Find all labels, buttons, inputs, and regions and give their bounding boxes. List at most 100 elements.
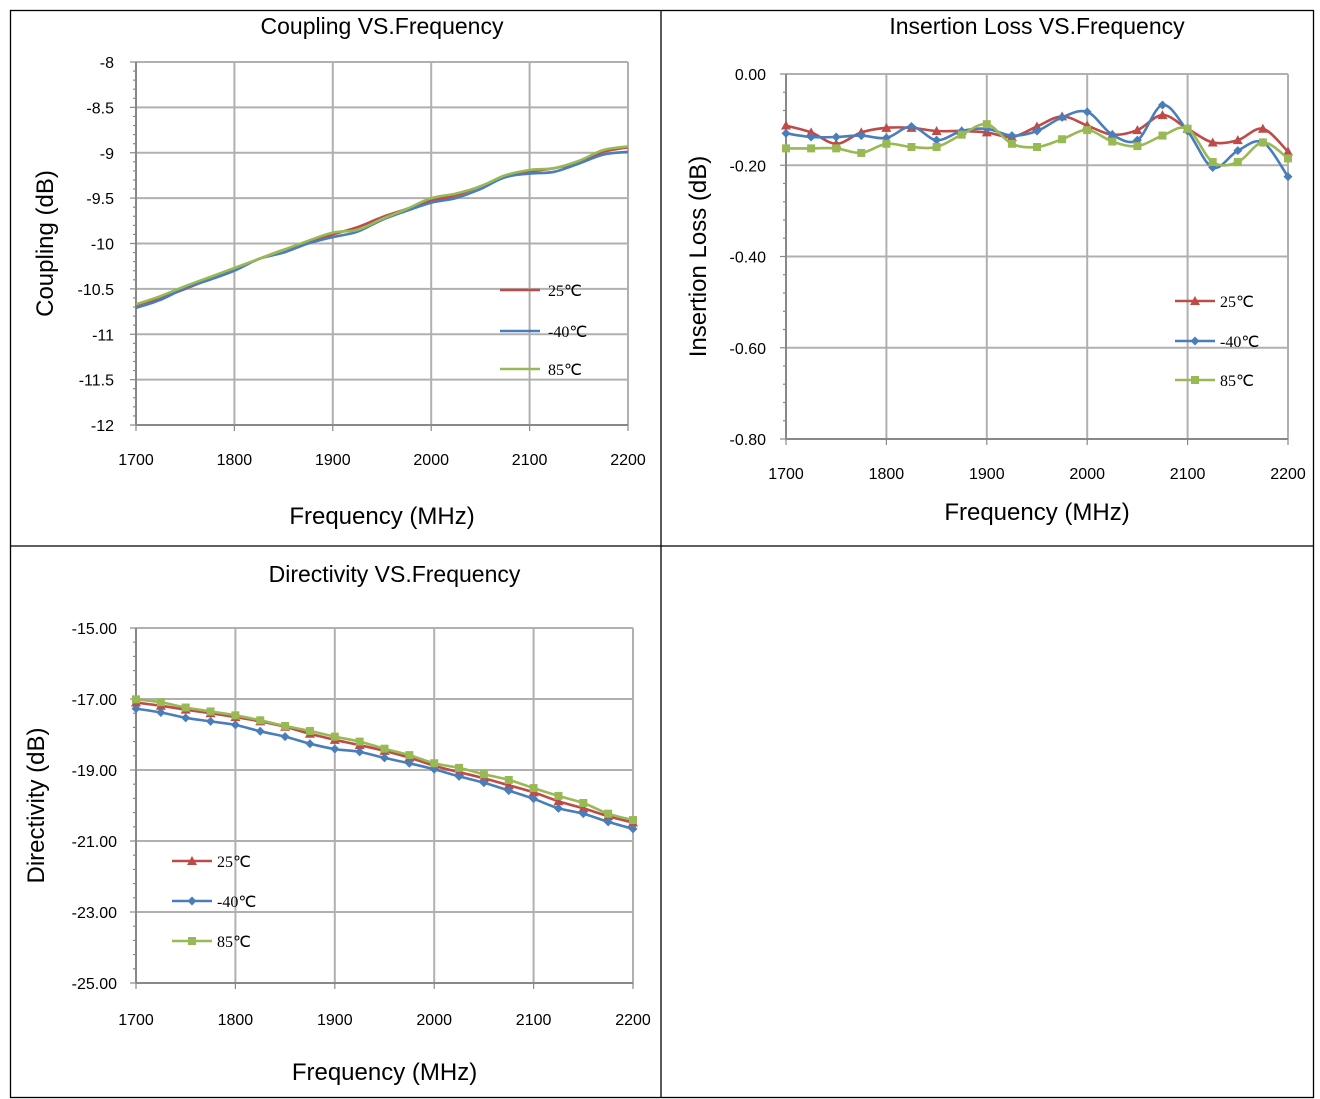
y-tick-label: -10 <box>91 237 114 254</box>
x-axis-title: Frequency (MHz) <box>944 499 1129 526</box>
y-tick-label: -8.5 <box>86 100 114 117</box>
legend-item: 85℃ <box>1175 373 1254 390</box>
data-point <box>355 737 364 746</box>
y-tick-label: -0.20 <box>730 158 767 175</box>
data-point <box>503 780 514 790</box>
x-tick-label: 2200 <box>1270 466 1306 483</box>
data-point <box>629 816 637 825</box>
legend: 25℃ -40℃ 85℃ <box>1175 294 1259 390</box>
data-point <box>882 139 891 148</box>
data-point <box>604 809 613 818</box>
data-point <box>206 716 216 726</box>
data-point <box>578 803 589 813</box>
x-tick-label: 2200 <box>615 1012 651 1029</box>
insertion-loss-chart: Insertion Loss VS.Frequency 0.00 -0.20 -0.4… <box>685 13 1306 526</box>
data-point <box>1058 135 1067 144</box>
data-point <box>857 148 866 157</box>
data-point <box>1157 110 1168 120</box>
legend-label: 85℃ <box>217 934 251 951</box>
data-point <box>806 132 816 142</box>
sheet-frame <box>9 9 1315 1099</box>
data-point <box>1232 135 1243 145</box>
data-point <box>957 130 966 139</box>
y-axis-title: Coupling (dB) <box>32 170 59 317</box>
data-point <box>404 758 414 768</box>
data-point <box>1033 143 1041 151</box>
legend-item: -40℃ <box>1175 334 1259 351</box>
series-1 <box>131 704 638 834</box>
data-point <box>832 144 841 153</box>
data-point <box>807 144 816 153</box>
x-tick-label: 2100 <box>516 1012 552 1029</box>
data-point <box>454 771 464 781</box>
x-tick-label: 1800 <box>218 1012 254 1029</box>
data-point <box>578 809 588 819</box>
x-tick-label: 2000 <box>1069 466 1105 483</box>
frame-outline <box>9 9 1315 1099</box>
legend-label: 85℃ <box>1220 373 1254 390</box>
data-point <box>881 122 892 132</box>
data-point <box>132 695 140 704</box>
x-axis-title: Frequency (MHz) <box>289 503 474 530</box>
y-tick-label: -9.5 <box>86 191 114 208</box>
data-point <box>330 732 339 741</box>
series-group <box>135 145 629 310</box>
legend-label: 25℃ <box>1220 294 1254 311</box>
data-point <box>380 744 389 753</box>
y-tick-label: -0.40 <box>730 250 767 267</box>
data-point <box>554 791 563 800</box>
data-point <box>1207 137 1218 147</box>
legend-marker <box>1190 296 1200 305</box>
data-point <box>181 713 191 723</box>
axes: -15.00 -17.00 -19.00 -21.00 -23.00 -25.00 1700… <box>72 621 651 1029</box>
data-point <box>1132 125 1143 135</box>
legend-label: 25℃ <box>548 283 582 300</box>
y-axis-title: Insertion Loss (dB) <box>685 156 712 357</box>
x-tick-label: 1800 <box>869 466 905 483</box>
data-point <box>1007 139 1016 148</box>
data-point <box>579 799 588 808</box>
legend-item: -40℃ <box>500 324 587 341</box>
data-point <box>255 726 265 736</box>
data-point <box>1158 100 1167 110</box>
legend: 25℃ -40℃ 85℃ <box>500 283 587 379</box>
data-point <box>1083 126 1092 135</box>
data-point <box>479 770 488 779</box>
data-point <box>504 786 514 796</box>
legend-item: 85℃ <box>172 934 251 951</box>
data-point <box>603 817 613 827</box>
data-point <box>907 143 916 151</box>
data-point <box>1233 158 1242 167</box>
data-point <box>806 127 817 137</box>
data-point <box>907 121 916 131</box>
x-tick-label: 2100 <box>1170 466 1206 483</box>
y-tick-label: -15.00 <box>72 621 117 638</box>
data-point <box>355 747 365 757</box>
data-point <box>1258 138 1267 147</box>
x-tick-label: 1900 <box>969 466 1005 483</box>
data-point <box>1032 126 1042 136</box>
y-tick-label: -10.5 <box>78 282 115 299</box>
data-point <box>1108 137 1117 146</box>
legend-label: -40℃ <box>548 324 587 341</box>
y-axis-title: Directivity (dB) <box>23 727 50 883</box>
legend-marker <box>187 856 197 865</box>
data-point <box>156 698 165 707</box>
coupling-chart: Coupling VS.Frequency -8 -8.5 -9 -9.5 -10 -10.… <box>32 13 646 530</box>
data-point <box>281 721 290 730</box>
series-0 <box>781 110 1293 156</box>
y-tick-label: -0.60 <box>730 341 767 358</box>
data-point <box>1208 158 1217 167</box>
data-point <box>405 751 414 760</box>
data-point <box>206 707 215 716</box>
legend-marker <box>188 937 196 945</box>
data-point <box>131 704 141 714</box>
data-point <box>280 732 290 742</box>
x-tick-label: 2200 <box>610 452 646 469</box>
y-tick-label: -11 <box>92 327 114 344</box>
y-tick-label: -12 <box>91 418 114 435</box>
x-tick-label: 1800 <box>217 452 253 469</box>
legend-item: 85℃ <box>500 362 582 379</box>
legend-marker <box>1191 376 1199 384</box>
